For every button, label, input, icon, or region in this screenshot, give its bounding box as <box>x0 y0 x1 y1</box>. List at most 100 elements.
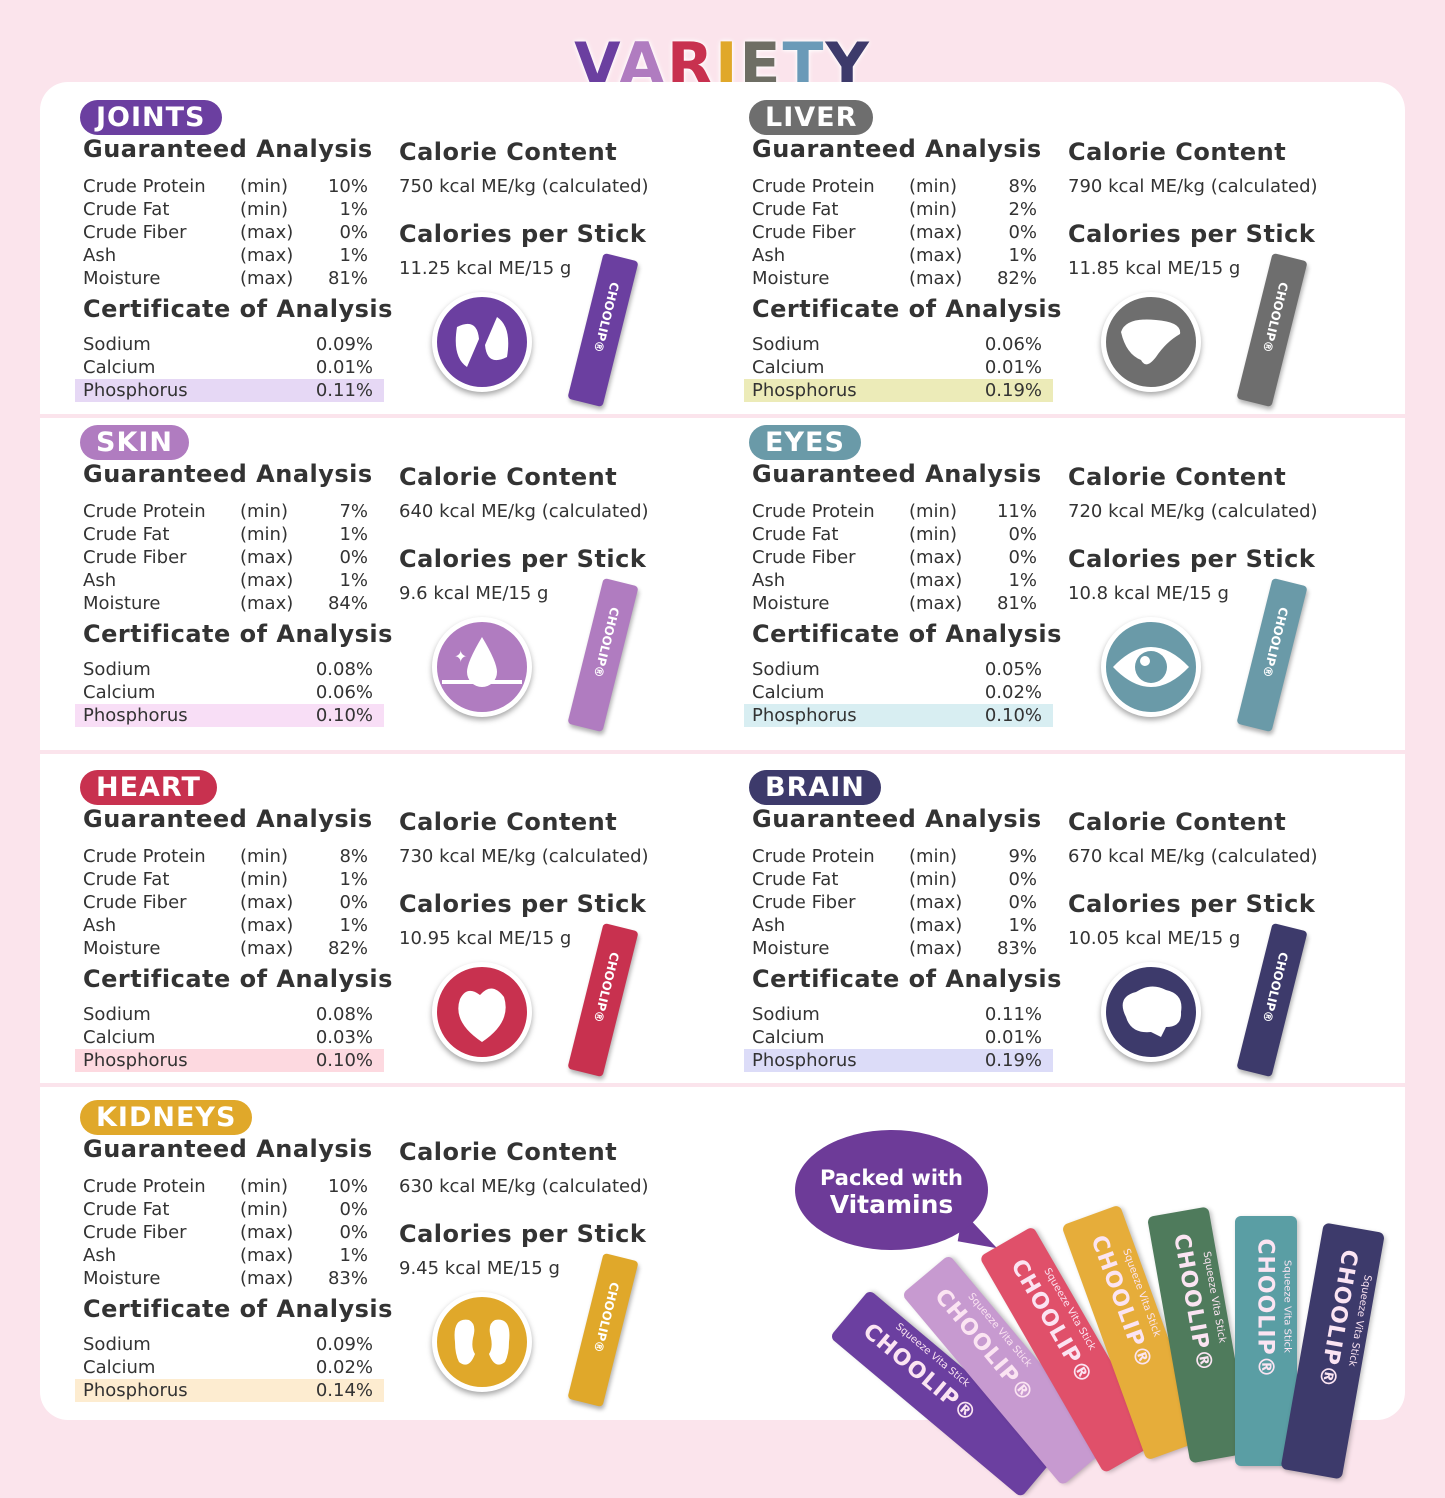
panel-eyes: EYES Guaranteed Analysis Crude Protein (mi… <box>709 410 1391 740</box>
mineral-name: Sodium <box>83 1334 151 1355</box>
nutrient-value: 1% <box>1008 245 1037 266</box>
nutrient-qualifier: (max) <box>909 547 963 568</box>
mineral-value: 0.10% <box>315 705 373 726</box>
analysis-row: Ash (max) 1% <box>752 569 1037 592</box>
eye-icon <box>1101 617 1201 717</box>
mineral-value: 0.08% <box>315 659 373 680</box>
nutrient-value: 81% <box>996 593 1037 614</box>
category-badge: LIVER <box>749 100 874 135</box>
nutrient-qualifier: (max) <box>240 268 294 289</box>
calorie-content-heading: Calorie Content <box>1068 463 1287 491</box>
analysis-row: Crude Fat (min) 2% <box>752 198 1037 221</box>
calories-per-stick-value: 10.05 kcal ME/15 g <box>1068 928 1241 949</box>
guaranteed-analysis-heading: Guaranteed Analysis <box>752 135 1042 163</box>
nutrient-qualifier: (max) <box>909 915 963 936</box>
mineral-value: 0.19% <box>984 380 1042 401</box>
nutrient-value: 0% <box>1008 892 1037 913</box>
divider <box>40 414 1405 418</box>
product-stick: CHOOLIP® <box>1236 252 1308 408</box>
nutrient-qualifier: (min) <box>240 199 288 220</box>
certificate-row: Sodium 0.08% <box>75 658 384 681</box>
analysis-row: Moisture (max) 83% <box>83 1267 368 1290</box>
nutrient-name: Crude Fat <box>752 199 839 220</box>
certificate-heading: Certificate of Analysis <box>752 965 1062 993</box>
certificate-row: Phosphorus 0.14% <box>75 1379 384 1402</box>
nutrient-value: 0% <box>339 1199 368 1220</box>
calorie-content-heading: Calorie Content <box>399 138 618 166</box>
category-badge: JOINTS <box>80 100 222 135</box>
analysis-row: Crude Fat (min) 0% <box>752 868 1037 891</box>
nutrient-value: 82% <box>327 938 368 959</box>
calories-per-stick-value: 11.85 kcal ME/15 g <box>1068 258 1241 279</box>
nutrient-name: Moisture <box>752 593 830 614</box>
nutrient-name: Moisture <box>83 938 161 959</box>
nutrient-value: 83% <box>996 938 1037 959</box>
nutrient-qualifier: (min) <box>240 524 288 545</box>
nutrient-qualifier: (min) <box>240 1176 288 1197</box>
mineral-name: Sodium <box>752 334 820 355</box>
mineral-name: Phosphorus <box>83 1380 188 1401</box>
mineral-name: Calcium <box>752 682 825 703</box>
calories-per-stick-value: 10.8 kcal ME/15 g <box>1068 583 1229 604</box>
certificate-row: Sodium 0.09% <box>75 333 384 356</box>
nutrient-value: 1% <box>1008 915 1037 936</box>
nutrient-name: Crude Fat <box>83 1199 170 1220</box>
fan-product-stick: CHOOLIP® Squeeze Vita Stick <box>1235 1216 1297 1466</box>
nutrient-value: 1% <box>339 245 368 266</box>
nutrient-qualifier: (min) <box>909 869 957 890</box>
analysis-row: Crude Fat (min) 0% <box>752 523 1037 546</box>
analysis-row: Crude Fat (min) 0% <box>83 1198 368 1221</box>
nutrient-qualifier: (max) <box>909 245 963 266</box>
nutrient-name: Crude Protein <box>752 501 875 522</box>
nutrient-name: Crude Fiber <box>83 222 187 243</box>
certificate-heading: Certificate of Analysis <box>752 620 1062 648</box>
mineral-value: 0.01% <box>984 1027 1042 1048</box>
analysis-row: Ash (max) 1% <box>83 1244 368 1267</box>
mineral-value: 0.06% <box>315 682 373 703</box>
heart-icon <box>432 962 532 1062</box>
nutrient-value: 1% <box>339 915 368 936</box>
nutrient-name: Moisture <box>752 268 830 289</box>
nutrient-qualifier: (max) <box>909 892 963 913</box>
nutrient-value: 1% <box>339 199 368 220</box>
nutrient-qualifier: (max) <box>240 547 294 568</box>
nutrient-value: 9% <box>1008 846 1037 867</box>
nutrient-qualifier: (max) <box>240 1245 294 1266</box>
certificate-heading: Certificate of Analysis <box>83 620 393 648</box>
category-badge: KIDNEYS <box>80 1100 253 1135</box>
nutrient-qualifier: (max) <box>240 938 294 959</box>
kidney-icon <box>432 1292 532 1392</box>
nutrient-name: Crude Protein <box>83 176 206 197</box>
analysis-row: Crude Fiber (max) 0% <box>83 891 368 914</box>
nutrient-name: Moisture <box>752 938 830 959</box>
mineral-name: Phosphorus <box>752 380 857 401</box>
calories-per-stick-heading: Calories per Stick <box>1068 545 1316 573</box>
analysis-row: Moisture (max) 82% <box>83 937 368 960</box>
nutrient-value: 8% <box>339 846 368 867</box>
mineral-value: 0.11% <box>984 1004 1042 1025</box>
analysis-row: Crude Fiber (max) 0% <box>83 221 368 244</box>
mineral-name: Phosphorus <box>752 1050 857 1071</box>
mineral-name: Phosphorus <box>83 380 188 401</box>
calories-per-stick-heading: Calories per Stick <box>399 1220 647 1248</box>
guaranteed-analysis-heading: Guaranteed Analysis <box>83 1135 373 1163</box>
mineral-name: Sodium <box>83 659 151 680</box>
analysis-row: Crude Protein (min) 10% <box>83 1175 368 1198</box>
certificate-row: Phosphorus 0.10% <box>75 1049 384 1072</box>
calorie-content-heading: Calorie Content <box>399 463 618 491</box>
certificate-heading: Certificate of Analysis <box>83 1295 393 1323</box>
nutrient-value: 0% <box>1008 524 1037 545</box>
product-stick: CHOOLIP® <box>567 1252 639 1408</box>
nutrient-qualifier: (max) <box>240 593 294 614</box>
skin-drop-icon: ✦ <box>432 617 532 717</box>
certificate-row: Calcium 0.02% <box>75 1356 384 1379</box>
nutrient-value: 2% <box>1008 199 1037 220</box>
nutrient-name: Ash <box>752 570 786 591</box>
mineral-value: 0.06% <box>984 334 1042 355</box>
calories-per-stick-heading: Calories per Stick <box>399 890 647 918</box>
calorie-content-value: 750 kcal ME/kg (calculated) <box>399 176 649 197</box>
panel-liver: LIVER Guaranteed Analysis Crude Protein (m… <box>709 85 1391 415</box>
bubble-line-1: Packed with <box>819 1166 964 1190</box>
certificate-row: Calcium 0.03% <box>75 1026 384 1049</box>
nutrient-name: Ash <box>752 245 786 266</box>
